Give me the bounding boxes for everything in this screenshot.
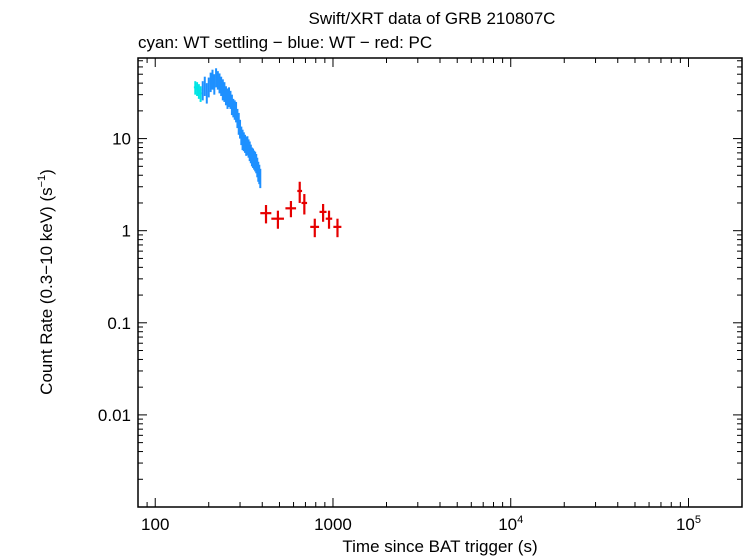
y-tick-label: 1 — [122, 222, 131, 241]
data-point — [223, 82, 226, 102]
data-point — [215, 68, 218, 88]
data-point — [201, 81, 204, 101]
data-point — [325, 210, 333, 229]
data-point — [216, 71, 219, 90]
data-point — [271, 210, 284, 229]
data-point — [221, 79, 224, 101]
data-point — [218, 73, 221, 94]
series-wt — [201, 68, 262, 189]
y-axis-ticks — [138, 60, 742, 508]
x-tick-label: 100 — [141, 515, 169, 534]
data-point — [259, 168, 262, 189]
data-series-layer — [193, 68, 342, 238]
x-tick-label: 104 — [498, 514, 523, 534]
data-point — [333, 218, 342, 238]
y-tick-label: 10 — [112, 130, 131, 149]
data-point — [319, 203, 327, 222]
chart-subtitle: cyan: WT settling − blue: WT − red: PC — [138, 33, 432, 52]
data-point — [229, 90, 232, 109]
y-axis-label-main: Count Rate (0.3−10 keV) (s — [37, 187, 56, 394]
data-point — [226, 88, 229, 109]
data-point — [230, 94, 233, 116]
y-axis-label-close: ) — [37, 169, 56, 175]
data-point — [233, 100, 236, 120]
data-point — [301, 194, 308, 215]
series-wt-settling — [193, 81, 202, 102]
x-axis-ticks — [137, 58, 743, 507]
x-tick-label: 1000 — [314, 515, 352, 534]
data-point — [232, 98, 235, 118]
x-axis-label: Time since BAT trigger (s) — [342, 537, 537, 556]
plot-frame — [137, 57, 743, 508]
data-point — [227, 87, 230, 108]
x-tick-label: 105 — [676, 514, 701, 534]
y-tick-label: 0.1 — [107, 314, 131, 333]
data-point — [220, 76, 223, 97]
chart-title: Swift/XRT data of GRB 210807C — [309, 9, 556, 28]
data-point — [285, 201, 297, 218]
y-tick-label: 0.01 — [98, 406, 131, 425]
data-point — [224, 86, 227, 106]
y-axis-label-sup: −1 — [36, 175, 48, 188]
data-point — [209, 72, 212, 93]
data-point — [297, 181, 303, 203]
data-point — [211, 69, 214, 90]
data-point — [203, 76, 206, 97]
y-axis-label: Count Rate (0.3−10 keV) (s−1) — [36, 169, 56, 395]
data-point — [213, 74, 216, 95]
data-point — [260, 205, 272, 224]
x-axis-tick-labels: 100 1000 104 105 — [141, 514, 701, 534]
series-pc — [260, 181, 342, 238]
data-point — [310, 218, 320, 238]
data-point — [199, 86, 202, 102]
y-axis-tick-labels: 10 1 0.1 0.01 — [98, 130, 131, 425]
data-point — [207, 77, 210, 98]
data-point — [205, 83, 208, 104]
